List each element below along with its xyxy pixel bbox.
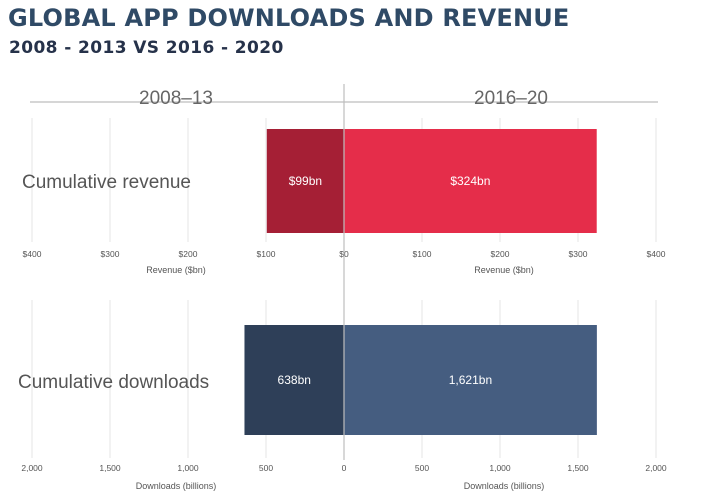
x-tick-label: $100 (257, 249, 276, 259)
x-tick-label: 500 (259, 463, 273, 473)
bar-revenue-2016-20 (344, 129, 597, 233)
bar-value-label: $324bn (450, 174, 490, 188)
bar-value-label: 1,621bn (449, 373, 492, 387)
x-tick-label: $200 (179, 249, 198, 259)
x-tick-label: 1,000 (489, 463, 511, 473)
x-tick-label: $100 (413, 249, 432, 259)
x-axis-label-right: Revenue ($bn) (474, 265, 534, 275)
x-tick-label: 1,500 (99, 463, 121, 473)
bar-downloads-2008-13 (244, 325, 344, 435)
x-tick-label: $200 (491, 249, 510, 259)
x-axis-label-right: Downloads (billions) (464, 481, 545, 491)
category-label: Cumulative downloads (18, 372, 209, 393)
bar-value-label: 638bn (278, 373, 311, 387)
category-label: Cumulative revenue (22, 172, 191, 193)
x-axis-label-left: Downloads (billions) (136, 481, 217, 491)
period-label-right: 2016–20 (474, 88, 548, 109)
x-tick-label: 2,000 (645, 463, 667, 473)
x-tick-label: 1,000 (177, 463, 199, 473)
x-tick-label: $400 (647, 249, 666, 259)
bar-revenue-2008-13 (266, 129, 344, 233)
x-tick-label: 1,500 (567, 463, 589, 473)
x-tick-label: $300 (569, 249, 588, 259)
chart-subtitle: 2008 - 2013 VS 2016 - 2020 (9, 38, 284, 58)
bar-downloads-2016-20 (344, 325, 597, 435)
x-tick-label: 2,000 (21, 463, 43, 473)
bar-value-label: $99bn (289, 174, 322, 188)
x-tick-label: $300 (101, 249, 120, 259)
x-tick-label: 500 (415, 463, 429, 473)
x-axis-label-left: Revenue ($bn) (146, 265, 206, 275)
x-tick-label: 0 (342, 463, 347, 473)
chart-title: GLOBAL APP DOWNLOADS AND REVENUE (8, 4, 570, 32)
period-label-left: 2008–13 (139, 88, 213, 109)
x-tick-label: $400 (23, 249, 42, 259)
